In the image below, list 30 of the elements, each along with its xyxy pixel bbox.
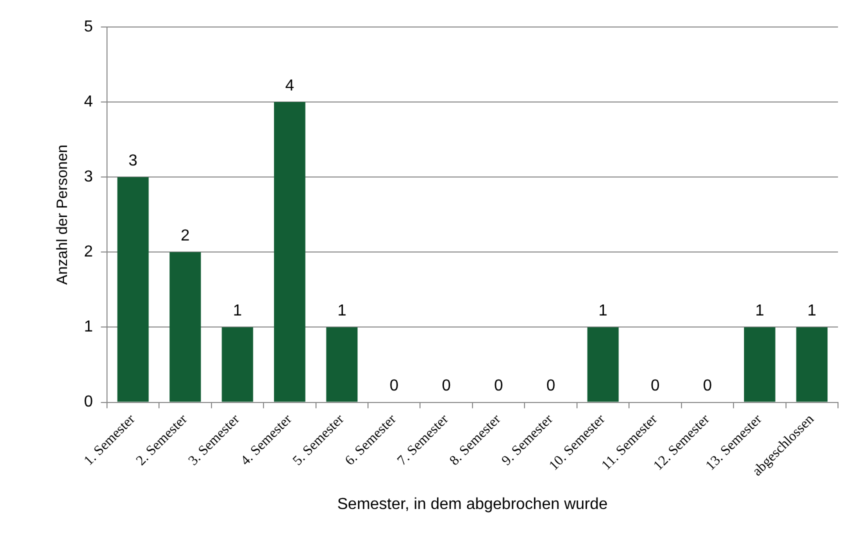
y-tick-label: 3 bbox=[84, 168, 93, 186]
data-label: 1 bbox=[755, 302, 764, 320]
data-label: 1 bbox=[233, 302, 242, 320]
data-label: 1 bbox=[807, 302, 816, 320]
y-tick-label: 2 bbox=[84, 244, 93, 261]
data-label: 0 bbox=[546, 378, 556, 395]
bar bbox=[326, 327, 358, 402]
y-axis-title: Anzahl der Personen bbox=[54, 144, 72, 285]
bar bbox=[744, 327, 776, 402]
data-label: 0 bbox=[494, 378, 504, 395]
bar bbox=[796, 327, 828, 402]
data-label: 0 bbox=[390, 378, 399, 395]
data-label: 0 bbox=[650, 378, 660, 395]
data-label: 1 bbox=[337, 302, 346, 320]
y-tick-label: 1 bbox=[84, 318, 93, 336]
x-axis-title: Semester, in dem abgebrochen wurde bbox=[337, 496, 608, 513]
bar bbox=[170, 252, 201, 402]
y-tick-label: 0 bbox=[84, 394, 93, 411]
bar bbox=[274, 102, 306, 402]
bar bbox=[222, 327, 254, 402]
bar bbox=[587, 327, 619, 402]
data-label: 4 bbox=[285, 77, 294, 94]
bar bbox=[117, 177, 149, 402]
data-label: 0 bbox=[442, 378, 451, 395]
y-tick-label: 5 bbox=[84, 18, 93, 36]
data-label: 2 bbox=[180, 228, 190, 245]
y-tick-label: 4 bbox=[84, 93, 93, 110]
data-label: 3 bbox=[128, 152, 138, 170]
data-label: 0 bbox=[702, 378, 712, 395]
data-label: 1 bbox=[598, 302, 608, 320]
